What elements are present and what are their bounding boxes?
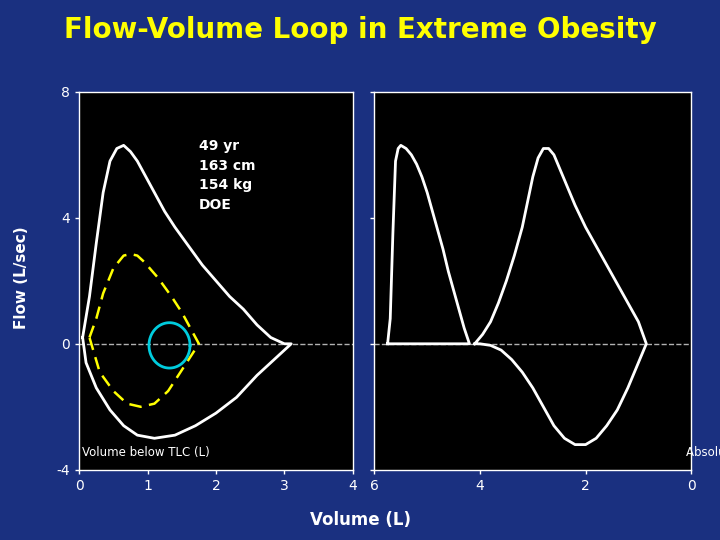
Text: Flow (L/sec): Flow (L/sec) — [14, 227, 29, 329]
Text: Flow-Volume Loop in Extreme Obesity: Flow-Volume Loop in Extreme Obesity — [63, 16, 657, 44]
Text: Volume below TLC (L): Volume below TLC (L) — [82, 446, 210, 459]
Text: 49 yr
163 cm
154 kg
DOE: 49 yr 163 cm 154 kg DOE — [199, 139, 256, 212]
Text: Absolute Volume (L): Absolute Volume (L) — [686, 446, 720, 459]
Text: Volume (L): Volume (L) — [310, 511, 410, 529]
